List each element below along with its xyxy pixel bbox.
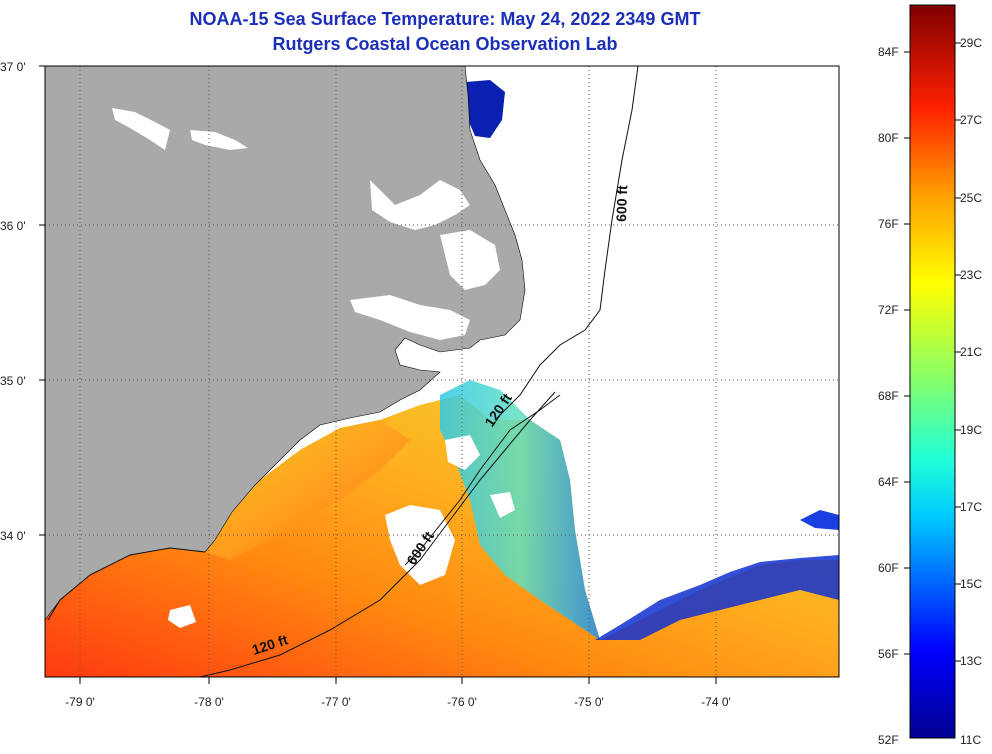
lat-label: 35 0' <box>0 374 26 388</box>
lon-label: -79 0' <box>65 695 95 709</box>
colorbar-label-c: 19C <box>960 423 982 437</box>
chart-title: NOAA-15 Sea Surface Temperature: May 24,… <box>189 9 701 29</box>
lon-label: -75 0' <box>574 695 604 709</box>
contour-label: 600 ft <box>613 185 630 222</box>
sound <box>440 230 500 290</box>
colorbar-label-f: 80F <box>878 131 899 145</box>
sst-cold-patch <box>466 80 505 138</box>
colorbar-label-f: 60F <box>878 561 899 575</box>
colorbar-label-f: 76F <box>878 217 899 231</box>
chart-subtitle: Rutgers Coastal Ocean Observation Lab <box>272 34 618 54</box>
sst-cold-patch <box>595 555 839 640</box>
map-border <box>44 65 840 678</box>
lon-label: -78 0' <box>194 695 224 709</box>
colorbar-label-c: 27C <box>960 113 982 127</box>
cloud-gap <box>445 435 480 470</box>
colorbar-label-f: 68F <box>878 389 899 403</box>
colorbar-label-c: 25C <box>960 191 982 205</box>
sound <box>190 130 248 150</box>
sound <box>350 295 470 340</box>
colorbar-label-c: 21C <box>960 345 982 359</box>
colorbar-label-c: 11C <box>960 733 981 747</box>
sst-mid-region <box>205 420 410 560</box>
colorbar-label-c: 23C <box>960 268 982 282</box>
sst-cold-patch <box>800 510 839 530</box>
sound <box>112 108 170 150</box>
colorbar-label-f: 64F <box>878 475 899 489</box>
colorbar-label-c: 13C <box>960 654 982 668</box>
sound <box>370 180 470 230</box>
cloud-gap <box>168 605 196 628</box>
colorbar-label-f: 56F <box>878 647 899 661</box>
colorbar-label-f: 84F <box>878 45 899 59</box>
lon-label: -74 0' <box>701 695 731 709</box>
colorbar <box>909 4 956 739</box>
isobath-120ft-north <box>404 394 561 566</box>
lat-label: 37 0' <box>0 60 26 74</box>
colorbar-label-c: 15C <box>960 577 982 591</box>
lon-label: -77 0' <box>321 695 351 709</box>
lat-label: 34 0' <box>0 529 26 543</box>
colorbar-label-f: 72F <box>878 303 899 317</box>
cloud-gap <box>490 492 515 518</box>
lon-label: -76 0' <box>447 695 477 709</box>
colorbar-label-f: 52F <box>878 733 899 747</box>
cloud-gap <box>385 505 455 585</box>
colorbar-label-c: 29C <box>960 36 982 50</box>
isobath-600ft-south <box>199 391 556 678</box>
sst-cool-region <box>440 380 600 640</box>
lat-label: 36 0' <box>0 219 26 233</box>
isobath-120ft-south <box>47 547 206 621</box>
isobath-600ft-north <box>494 65 639 421</box>
colorbar-label-c: 17C <box>960 500 982 514</box>
